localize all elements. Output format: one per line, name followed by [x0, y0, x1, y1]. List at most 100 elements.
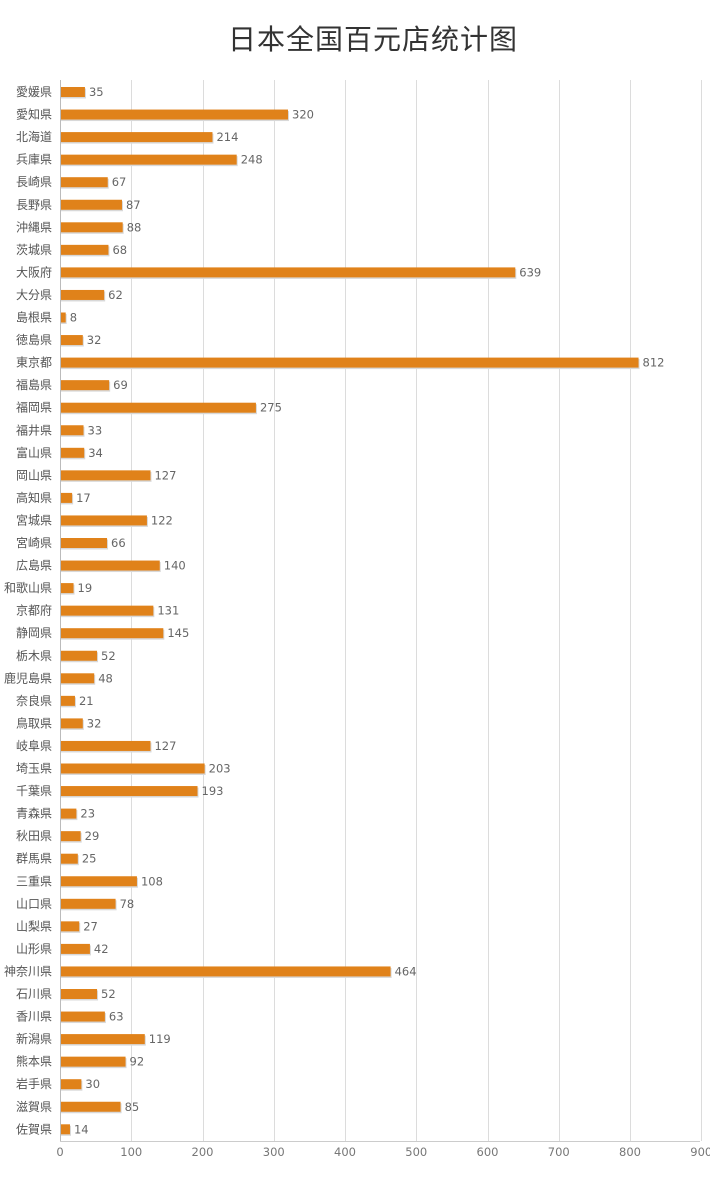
value-label: 17 [76, 491, 91, 505]
bar [60, 1012, 105, 1022]
value-label: 52 [101, 987, 116, 1001]
bar [60, 786, 198, 796]
bar [60, 741, 150, 751]
x-tick-label: 200 [192, 1145, 214, 1159]
value-label: 145 [167, 626, 189, 640]
bar [60, 696, 75, 706]
value-label: 92 [130, 1055, 145, 1069]
value-label: 63 [109, 1010, 124, 1024]
bar [60, 290, 104, 300]
category-label: 兵庫県 [16, 153, 52, 167]
bar [60, 448, 84, 458]
bar [60, 718, 83, 728]
bar [60, 335, 83, 345]
x-tick-label: 100 [120, 1145, 142, 1159]
value-label: 131 [157, 604, 179, 618]
value-label: 140 [164, 559, 186, 573]
value-label: 21 [79, 694, 94, 708]
category-label: 広島県 [16, 558, 52, 573]
value-label: 66 [111, 536, 126, 550]
value-label: 32 [87, 333, 102, 347]
bars [60, 87, 640, 1136]
category-label: 石川県 [16, 987, 52, 1001]
value-label: 23 [80, 807, 95, 821]
bar [60, 989, 97, 999]
bar [60, 200, 122, 210]
value-label: 48 [98, 671, 113, 685]
value-label: 14 [74, 1122, 89, 1136]
value-label: 639 [519, 265, 541, 279]
bar [60, 403, 256, 413]
category-label: 佐賀県 [16, 1122, 52, 1136]
category-label: 群馬県 [16, 852, 52, 866]
category-label: 鳥取県 [16, 715, 52, 730]
value-label: 203 [209, 762, 231, 776]
category-label: 滋賀県 [16, 1100, 52, 1114]
bar [60, 470, 150, 480]
category-label: 沖縄県 [16, 219, 52, 234]
category-label: 長崎県 [16, 175, 52, 189]
value-label: 25 [82, 852, 97, 866]
category-label: 鹿児島県 [4, 670, 52, 685]
category-label: 愛知県 [16, 108, 52, 122]
bar [60, 809, 76, 819]
category-label: 香川県 [16, 1010, 52, 1024]
category-label: 埼玉県 [16, 762, 52, 776]
category-label: 山口県 [16, 897, 52, 911]
category-label: 岐阜県 [16, 739, 52, 753]
value-label: 88 [127, 220, 142, 234]
value-label: 30 [85, 1077, 100, 1091]
value-label: 122 [151, 513, 173, 527]
x-axis: 0 100 200 300 400 500 600 700 800 900 [56, 80, 710, 1159]
category-label: 富山県 [16, 445, 52, 460]
category-label: 熊本県 [16, 1054, 52, 1069]
value-label: 464 [395, 964, 417, 978]
value-label: 27 [83, 919, 98, 933]
x-tick-label: 900 [690, 1145, 710, 1159]
bar [60, 628, 163, 638]
value-label: 127 [154, 739, 176, 753]
bar [60, 538, 107, 548]
value-label: 85 [125, 1100, 140, 1114]
category-label: 奈良県 [16, 693, 52, 708]
category-label: 東京都 [16, 356, 52, 370]
x-tick-label: 400 [334, 1145, 356, 1159]
x-tick-label: 500 [405, 1145, 427, 1159]
category-label: 山形県 [16, 942, 52, 956]
x-tick-label: 300 [263, 1145, 285, 1159]
category-label: 長野県 [16, 198, 52, 212]
category-label: 山梨県 [16, 919, 52, 933]
category-label: 福岡県 [16, 400, 52, 415]
bar [60, 606, 153, 616]
category-label: 茨城県 [16, 243, 52, 257]
category-label: 青森県 [16, 806, 52, 821]
bar [60, 222, 123, 232]
category-label: 新潟県 [16, 1031, 52, 1046]
value-label: 35 [89, 85, 104, 99]
category-label: 神奈川県 [4, 964, 52, 978]
category-label: 千葉県 [16, 784, 52, 798]
category-label: 京都府 [16, 603, 52, 618]
category-label: 宮城県 [16, 512, 52, 527]
value-label: 52 [101, 649, 116, 663]
category-label: 福島県 [16, 377, 52, 392]
category-label: 北海道 [16, 129, 52, 144]
bar [60, 493, 72, 503]
value-label: 320 [292, 108, 314, 122]
bar [60, 561, 160, 571]
category-label: 静岡県 [16, 626, 52, 640]
value-label: 214 [216, 130, 238, 144]
value-label: 34 [88, 446, 103, 460]
value-label: 68 [112, 243, 127, 257]
category-label: 宮崎県 [16, 535, 52, 550]
category-label: 大分県 [16, 288, 52, 302]
value-label: 78 [120, 897, 135, 911]
x-tick-label: 700 [548, 1145, 570, 1159]
category-label: 秋田県 [16, 829, 52, 843]
bar [60, 1124, 70, 1134]
bar [60, 1034, 145, 1044]
value-label: 32 [87, 716, 102, 730]
bar [60, 358, 639, 368]
category-label: 徳島県 [16, 332, 52, 347]
